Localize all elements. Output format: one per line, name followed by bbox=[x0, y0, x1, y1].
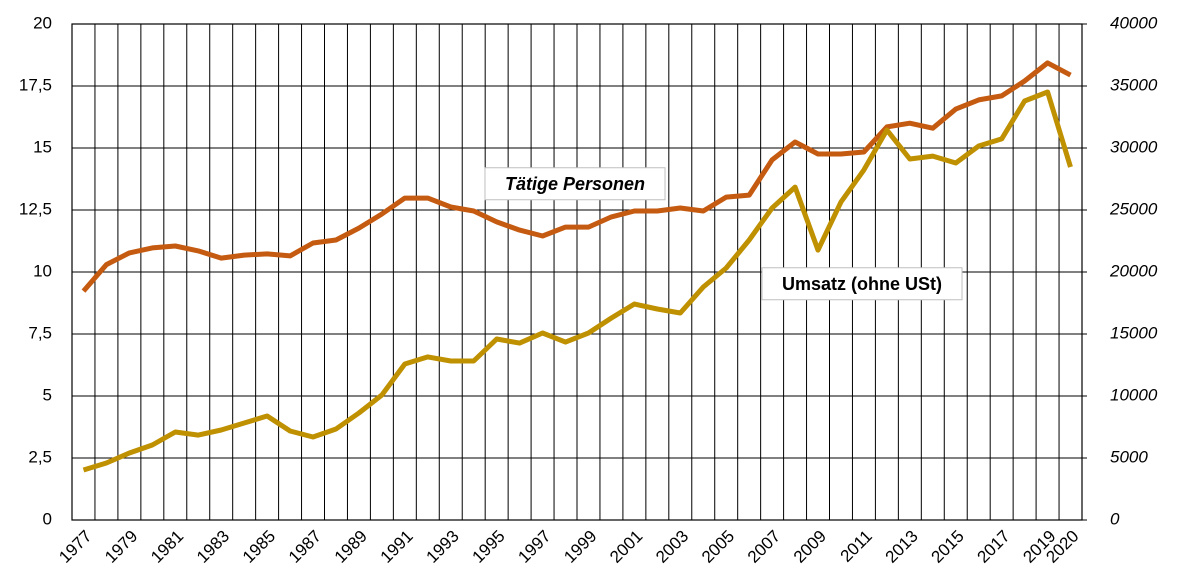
x-tick-label: 2015 bbox=[928, 527, 968, 567]
x-tick-label: 1991 bbox=[377, 527, 417, 567]
y2-tick-label: 0 bbox=[1110, 509, 1120, 528]
y-tick-label: 20 bbox=[33, 13, 52, 32]
x-tick-label: 2009 bbox=[790, 527, 830, 567]
y-tick-label: 17,5 bbox=[19, 75, 52, 94]
y-tick-label: 0 bbox=[43, 509, 52, 528]
series-label: Umsatz (ohne USt) bbox=[782, 274, 942, 294]
y2-tick-label: 40000 bbox=[1110, 13, 1158, 32]
x-tick-label: 1987 bbox=[285, 527, 325, 567]
x-tick-label: 1995 bbox=[468, 527, 508, 567]
x-tick-label: 1981 bbox=[147, 527, 187, 567]
x-tick-label: 2007 bbox=[744, 527, 784, 567]
x-tick-label: 1977 bbox=[55, 527, 95, 567]
x-tick-label: 2005 bbox=[698, 527, 738, 567]
series-label: Tätige Personen bbox=[505, 174, 645, 194]
x-tick-label: 1997 bbox=[514, 527, 554, 567]
y2-tick-label: 20000 bbox=[1109, 261, 1158, 280]
x-tick-label: 1989 bbox=[331, 527, 371, 567]
x-tick-label: 2013 bbox=[882, 527, 922, 567]
y-tick-label: 7,5 bbox=[28, 323, 52, 342]
y2-tick-label: 25000 bbox=[1109, 199, 1158, 218]
y-tick-label: 10 bbox=[33, 261, 52, 280]
series-label-box bbox=[761, 267, 963, 301]
y2-tick-label: 10000 bbox=[1110, 385, 1158, 404]
y-tick-label: 15 bbox=[33, 137, 52, 156]
plot-border bbox=[71, 23, 1083, 521]
x-tick-label: 1983 bbox=[193, 527, 233, 567]
y2-tick-label: 30000 bbox=[1110, 137, 1158, 156]
y-tick-label: 2,5 bbox=[28, 447, 52, 466]
y-tick-label: 12,5 bbox=[19, 199, 52, 218]
y-tick-label: 5 bbox=[43, 385, 52, 404]
x-tick-label: 2017 bbox=[973, 527, 1013, 567]
y2-tick-label: 5000 bbox=[1110, 447, 1148, 466]
x-tick-label: 2001 bbox=[606, 527, 646, 567]
series-label-box bbox=[484, 167, 666, 201]
y2-tick-label: 15000 bbox=[1110, 323, 1158, 342]
x-tick-label: 1993 bbox=[423, 527, 463, 567]
x-tick-label: 1985 bbox=[239, 527, 279, 567]
series-line bbox=[81, 60, 1072, 293]
series-line bbox=[82, 89, 1073, 473]
y2-tick-label: 35000 bbox=[1110, 75, 1158, 94]
x-tick-label: 1979 bbox=[101, 527, 141, 567]
x-tick-label: 2003 bbox=[652, 527, 692, 567]
x-tick-label: 2011 bbox=[837, 527, 876, 566]
x-tick-label: 1999 bbox=[560, 527, 600, 567]
